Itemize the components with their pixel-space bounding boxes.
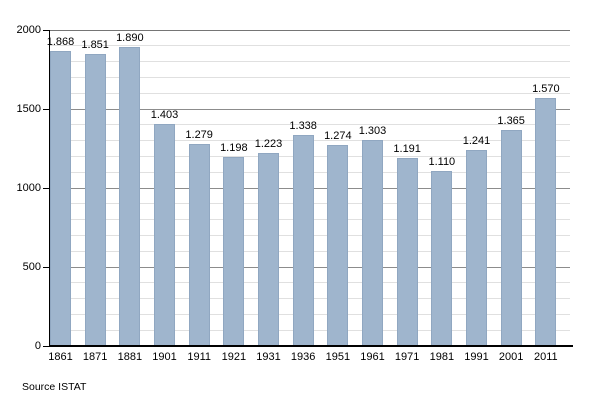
bar <box>84 53 106 346</box>
bar <box>223 156 245 346</box>
bar-value-label: 1.403 <box>150 109 179 122</box>
x-axis-tick-label: 1901 <box>152 351 177 363</box>
bar-value-label: 1.241 <box>462 134 491 147</box>
plot-area: 1.868 1.851 1.890 1.403 1.279 1.198 1.223 1.338… <box>46 29 570 346</box>
bar <box>292 134 314 346</box>
y-axis-tick-label: 500 <box>22 260 41 273</box>
gridline-minor <box>50 124 570 126</box>
y-axis-tick-label: 0 <box>34 339 41 352</box>
bar <box>188 143 210 346</box>
gridline-minor <box>50 45 570 47</box>
x-axis-tick-label: 1861 <box>48 351 73 363</box>
x-axis-line <box>49 345 573 347</box>
x-axis-tick-label: 1911 <box>187 351 211 363</box>
bar-value-label: 1.279 <box>185 128 213 141</box>
y-axis-tick-mark <box>43 108 49 110</box>
bar-value-label: 1.890 <box>116 32 144 45</box>
source-note: Source ISTAT <box>22 381 87 393</box>
x-axis-tick-label: 2011 <box>534 351 558 363</box>
y-axis-tick-mark <box>43 29 49 31</box>
bar <box>466 149 487 346</box>
bar <box>50 50 71 346</box>
y-axis-tick-label: 1000 <box>16 181 41 194</box>
x-axis-tick-label: 1961 <box>360 351 385 363</box>
x-axis-tick-label: 1881 <box>117 351 143 363</box>
bar <box>154 124 175 346</box>
gridline-minor <box>50 61 570 63</box>
gridline-major <box>50 108 570 110</box>
bar-value-label: 1.303 <box>358 125 387 138</box>
y-axis-tick-mark <box>43 187 49 189</box>
bar <box>535 97 557 346</box>
bar <box>396 157 418 346</box>
bar-value-label: 1.223 <box>254 137 283 150</box>
bar <box>327 144 349 346</box>
y-axis-tick-label: 2000 <box>16 23 41 36</box>
bar <box>500 130 522 346</box>
x-axis-tick-label: 1991 <box>464 351 489 363</box>
x-axis-tick-label: 1921 <box>221 351 247 363</box>
x-axis-tick-label: 1951 <box>325 351 351 363</box>
gridline-major <box>50 29 570 31</box>
x-axis-tick-label: 1971 <box>394 351 420 363</box>
bar-value-label: 1.338 <box>289 119 317 132</box>
bar-value-label: 1.198 <box>220 141 248 154</box>
y-axis-tick-mark <box>43 266 49 268</box>
gridline-minor <box>50 92 570 94</box>
x-axis-tick-label: 1981 <box>429 351 455 363</box>
gridline-minor <box>50 76 570 78</box>
y-axis-tick-label: 1500 <box>16 102 41 115</box>
bar-value-label: 1.868 <box>46 35 75 48</box>
bar-value-label: 1.365 <box>497 115 525 128</box>
bar-value-label: 1.110 <box>428 155 456 168</box>
y-axis-tick-mark <box>43 345 49 347</box>
x-axis-tick-label: 2001 <box>498 351 524 363</box>
bar <box>431 170 453 346</box>
x-axis-tick-label: 1936 <box>290 351 316 363</box>
bar-value-label: 1.191 <box>393 142 421 155</box>
y-axis-line <box>49 30 50 346</box>
bar-value-label: 1.570 <box>532 82 560 95</box>
bar-value-label: 1.851 <box>81 38 109 51</box>
x-axis-tick-label: 1931 <box>256 351 281 363</box>
bar-value-label: 1.274 <box>324 129 352 142</box>
bar <box>119 47 141 346</box>
bar <box>258 152 279 346</box>
x-axis-tick-label: 1871 <box>82 351 108 363</box>
bar <box>362 140 383 346</box>
